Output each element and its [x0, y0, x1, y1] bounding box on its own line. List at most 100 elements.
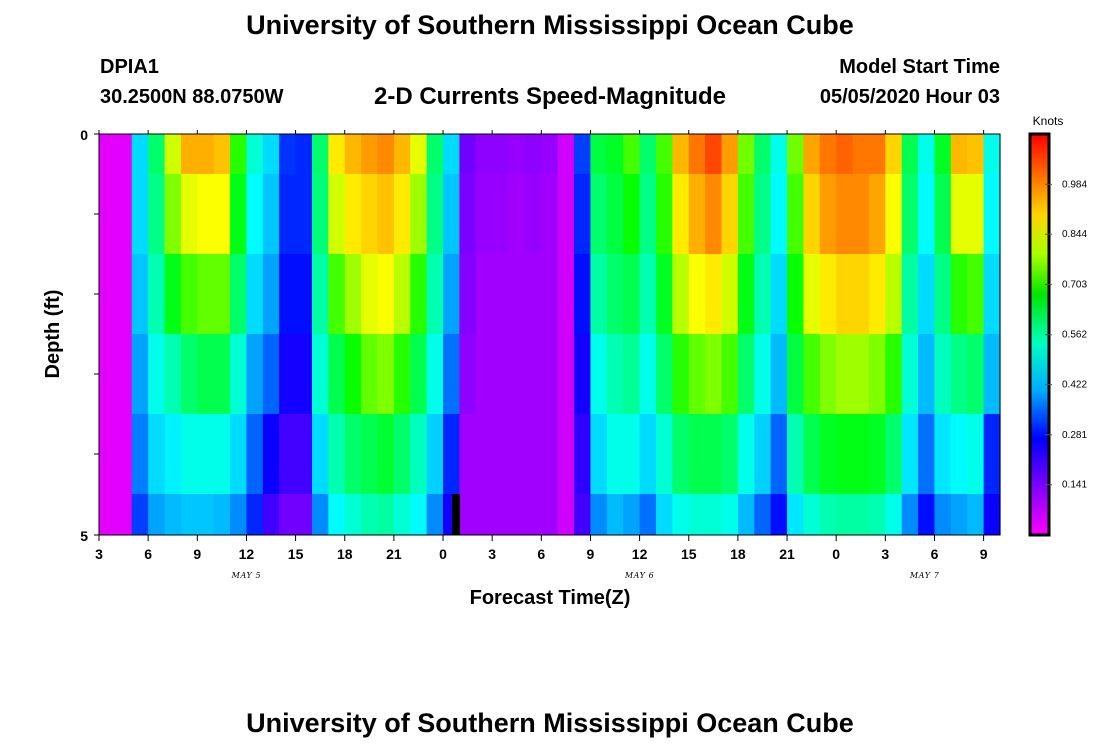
heatmap-cell: [246, 414, 264, 494]
heatmap-cell: [492, 334, 510, 414]
colorbar-tick-label: 0.703: [1062, 279, 1087, 290]
heatmap-cell: [885, 494, 903, 535]
heatmap-cell: [524, 134, 542, 174]
heatmap-cell: [426, 494, 444, 535]
heatmap-cell: [967, 494, 985, 535]
y-tick-label: 5: [80, 528, 88, 544]
heatmap-cell: [131, 174, 149, 254]
heatmap-cell: [524, 174, 542, 254]
heatmap-cell: [361, 134, 379, 174]
heatmap-cell: [934, 134, 952, 174]
heatmap-cell: [574, 494, 592, 535]
heatmap-cell: [901, 254, 919, 334]
heatmap-cell: [524, 494, 542, 535]
heatmap-cell: [131, 134, 149, 174]
heatmap-cell: [836, 134, 854, 174]
heatmap-cell: [672, 134, 690, 174]
heatmap-cell: [737, 134, 755, 174]
heatmap-cell: [524, 334, 542, 414]
colorbar-tick-label: 0.984: [1062, 179, 1087, 190]
x-tick-label: 9: [587, 546, 595, 562]
heatmap-cell: [410, 334, 428, 414]
heatmap-cell: [901, 414, 919, 494]
heatmap-cell: [885, 174, 903, 254]
heatmap-cell: [475, 334, 493, 414]
heatmap-cell: [279, 414, 297, 494]
heatmap-cell: [508, 414, 526, 494]
heatmap-cell: [574, 134, 592, 174]
heatmap-cell: [524, 254, 542, 334]
heatmap-cell: [639, 174, 657, 254]
heatmap-cell: [737, 494, 755, 535]
heatmap-cell: [918, 134, 936, 174]
heatmap-cell: [967, 174, 985, 254]
heatmap-cell: [230, 254, 248, 334]
heatmap-cell: [344, 494, 362, 535]
heatmap-cell: [983, 134, 1001, 174]
heatmap-cell: [557, 174, 575, 254]
heatmap-cell: [99, 494, 116, 535]
heatmap-cell: [115, 494, 133, 535]
heatmap-cell: [164, 134, 182, 174]
heatmap-cell: [148, 494, 166, 535]
heatmap-cell: [770, 494, 788, 535]
heatmap-cell: [705, 494, 723, 535]
heatmap-cell: [868, 254, 886, 334]
heatmap-cell: [819, 254, 837, 334]
heatmap-cell: [574, 334, 592, 414]
heatmap-cell: [311, 414, 329, 494]
heatmap-cell: [557, 494, 575, 535]
heatmap-cell: [737, 254, 755, 334]
colorbar: Knots 0.984 0.844 0.703 0.562 0.422 0.281 0.14…: [1028, 114, 1087, 537]
heatmap-cell: [541, 334, 559, 414]
heatmap-cell: [180, 334, 198, 414]
heatmap-cell: [508, 134, 526, 174]
heatmap-cell: [590, 174, 608, 254]
heatmap-cell: [770, 174, 788, 254]
heatmap-cell: [754, 334, 772, 414]
x-axis: 3 6 9 12 15 18 21 0 3 6 9 12 15 18 21 0 3 6 9 MAY 5 MAY 6 MAY…: [95, 130, 988, 580]
heatmap-cell: [934, 414, 952, 494]
heatmap-cell: [574, 414, 592, 494]
plot-frame: [98, 133, 1001, 536]
heatmap-cell: [737, 414, 755, 494]
heatmap-cell: [688, 254, 706, 334]
heatmap-cell: [262, 334, 280, 414]
heatmap-cell: [868, 494, 886, 535]
heatmap-cell: [180, 134, 198, 174]
heatmap-cell: [655, 254, 673, 334]
heatmap-cell: [311, 334, 329, 414]
heatmap-cell: [836, 494, 854, 535]
heatmap-cell: [131, 494, 149, 535]
heatmap-cell: [606, 334, 624, 414]
heatmap-cell: [426, 334, 444, 414]
model-start-value: 05/05/2020 Hour 03: [819, 86, 1000, 108]
colorbar-tick-label: 0.844: [1062, 229, 1087, 240]
heatmap-cell: [164, 334, 182, 414]
heatmap-cell: [819, 334, 837, 414]
heatmap-cell: [754, 494, 772, 535]
heatmap-cell: [99, 414, 116, 494]
heatmap-cell: [934, 494, 952, 535]
heatmap-cell: [852, 334, 870, 414]
heatmap-cell: [197, 254, 215, 334]
heatmap-cell: [655, 414, 673, 494]
heatmap-cell: [754, 174, 772, 254]
heatmap-cell: [672, 494, 690, 535]
date-label: MAY 7: [909, 571, 940, 580]
heatmap-cell: [918, 334, 936, 414]
heatmap-cell: [541, 494, 559, 535]
heatmap-cell: [852, 134, 870, 174]
heatmap-cell: [606, 254, 624, 334]
heatmap-cell: [508, 334, 526, 414]
heatmap-cell: [443, 414, 460, 494]
heatmap-cell: [770, 334, 788, 414]
heatmap-cell: [197, 414, 215, 494]
heatmap-cell: [295, 414, 313, 494]
heatmap-cell: [459, 134, 477, 174]
heatmap-cell: [688, 334, 706, 414]
heatmap-cell: [590, 134, 608, 174]
chart-title: 2-D Currents Speed-Magnitude: [373, 83, 727, 110]
heatmap-cell: [918, 254, 936, 334]
heatmap-cell: [639, 134, 657, 174]
